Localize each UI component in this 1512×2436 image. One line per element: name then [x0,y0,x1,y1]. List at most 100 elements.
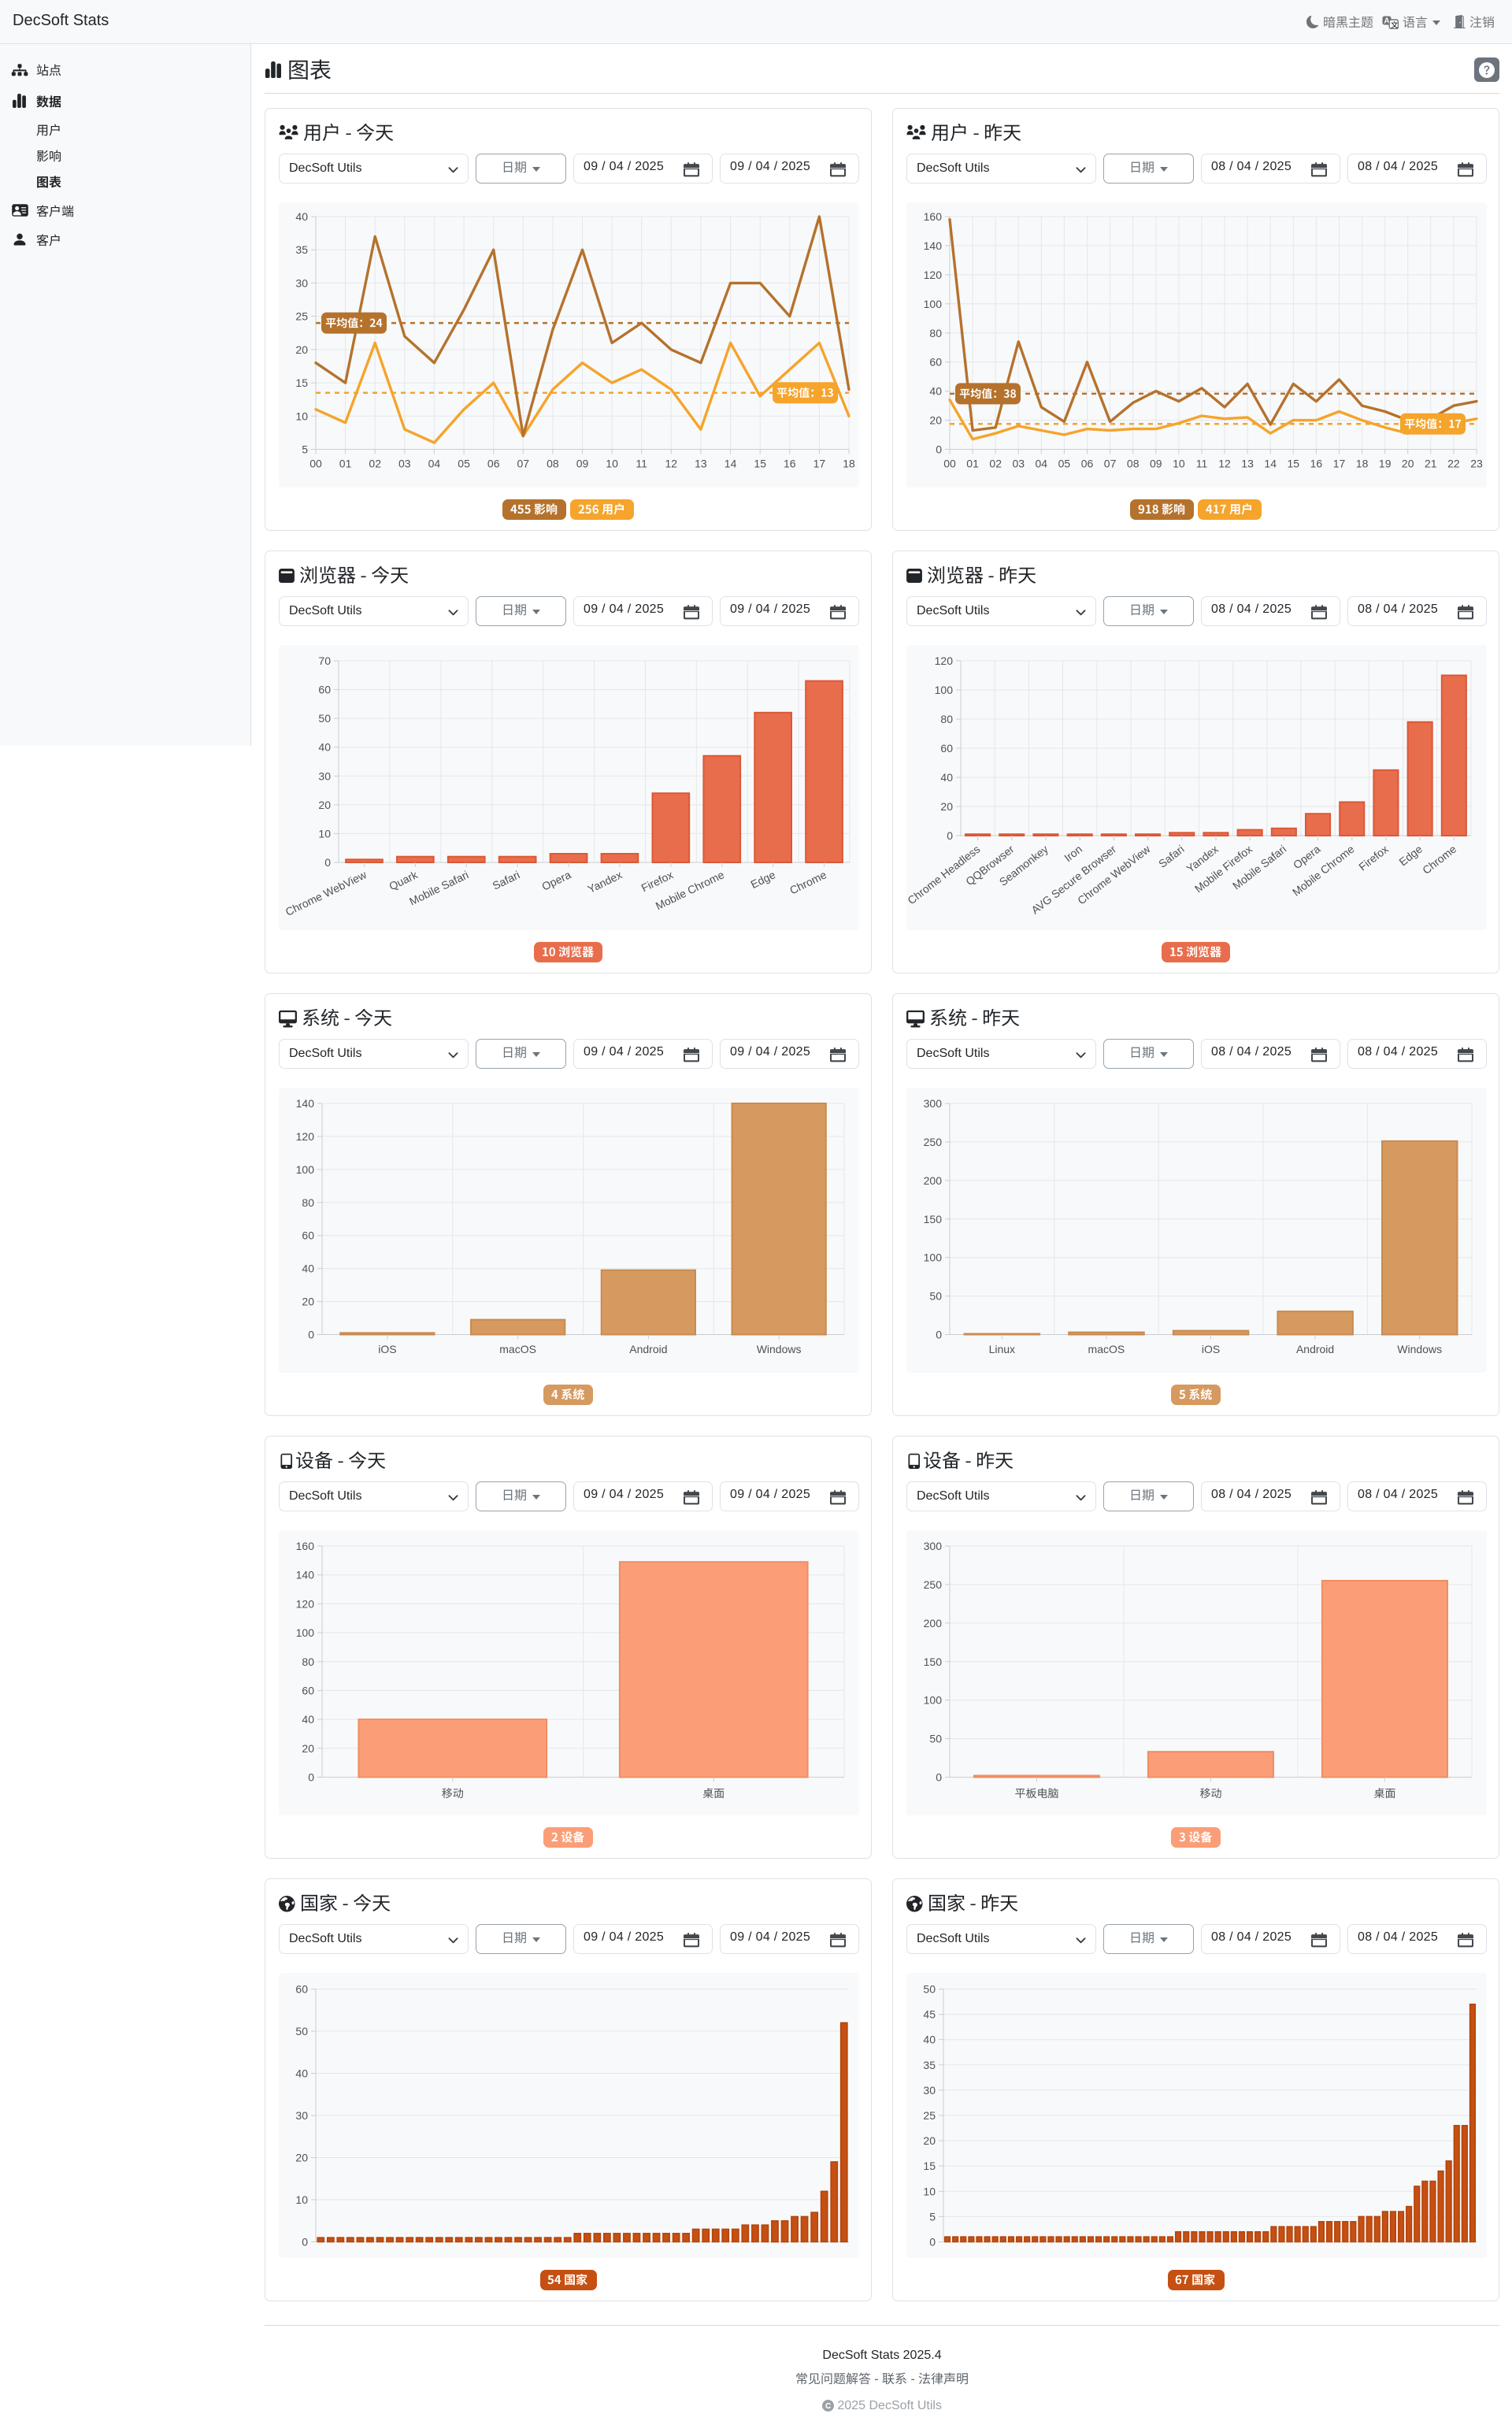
svg-text:20: 20 [923,2134,936,2147]
svg-text:Safari: Safari [1156,843,1187,870]
svg-text:40: 40 [318,741,331,754]
svg-text:09: 09 [1150,458,1162,470]
svg-text:40: 40 [923,2034,936,2046]
svg-text:Linux: Linux [989,1343,1015,1355]
svg-text:20: 20 [1402,458,1414,470]
svg-text:60: 60 [929,356,942,369]
svg-text:300: 300 [924,1540,943,1552]
svg-text:13: 13 [695,458,707,470]
svg-text:120: 120 [296,1597,315,1610]
svg-text:20: 20 [295,2152,308,2164]
svg-text:Iron: Iron [1062,843,1084,864]
svg-text:30: 30 [295,2109,308,2122]
svg-text:12: 12 [1218,458,1231,470]
svg-text:15: 15 [754,458,766,470]
svg-text:Safari: Safari [491,868,522,892]
svg-text:80: 80 [929,327,942,339]
svg-text:25: 25 [295,310,308,323]
svg-text:100: 100 [924,1694,943,1707]
svg-text:0: 0 [324,856,331,869]
svg-text:05: 05 [1058,458,1071,470]
svg-text:5: 5 [302,443,308,456]
svg-text:160: 160 [924,210,943,223]
svg-text:04: 04 [428,458,441,470]
svg-text:10: 10 [606,458,618,470]
svg-text:10: 10 [295,410,308,422]
svg-text:60: 60 [302,1229,314,1242]
svg-text:16: 16 [784,458,796,470]
svg-text:20: 20 [302,1742,314,1755]
svg-text:Mobile Chrome: Mobile Chrome [1290,843,1357,899]
svg-text:03: 03 [1013,458,1025,470]
svg-text:02: 02 [369,458,381,470]
svg-text:14: 14 [724,458,737,470]
svg-text:iOS: iOS [1202,1343,1220,1355]
svg-text:14: 14 [1264,458,1277,470]
svg-text:20: 20 [295,343,308,356]
svg-text:160: 160 [296,1540,315,1552]
svg-text:0: 0 [936,1771,942,1784]
svg-text:300: 300 [924,1097,943,1110]
svg-text:50: 50 [929,1733,942,1745]
svg-text:20: 20 [929,414,942,427]
svg-text:120: 120 [935,654,954,667]
svg-text:04: 04 [1036,458,1048,470]
svg-text:60: 60 [940,742,953,755]
svg-text:A: A [1384,17,1389,26]
svg-text:50: 50 [295,2025,308,2037]
svg-text:0: 0 [947,829,953,842]
svg-text:5: 5 [929,2210,936,2223]
svg-text:23: 23 [1470,458,1483,470]
svg-text:0: 0 [308,1329,314,1341]
svg-text:100: 100 [296,1626,315,1639]
svg-text:Edge: Edge [1396,843,1425,869]
svg-text:20: 20 [318,799,331,811]
svg-text:10: 10 [923,2185,936,2197]
svg-text:60: 60 [318,684,331,696]
svg-text:40: 40 [929,385,942,398]
svg-text:17: 17 [1333,458,1346,470]
svg-text:0: 0 [929,2236,936,2249]
svg-text:Chrome WebView: Chrome WebView [284,868,369,918]
svg-text:12: 12 [665,458,678,470]
svg-text:120: 120 [296,1130,315,1143]
svg-text:21: 21 [1425,458,1437,470]
svg-text:01: 01 [339,458,352,470]
svg-text:250: 250 [924,1136,943,1148]
svg-text:30: 30 [295,276,308,289]
svg-text:40: 40 [295,2067,308,2080]
svg-text:35: 35 [923,2059,936,2071]
svg-text:40: 40 [295,210,308,223]
svg-text:08: 08 [547,458,559,470]
svg-text:50: 50 [318,712,331,725]
svg-text:40: 40 [302,1262,314,1275]
svg-text:00: 00 [309,458,322,470]
svg-text:150: 150 [924,1656,943,1668]
svg-text:15: 15 [923,2160,936,2172]
svg-text:11: 11 [1196,458,1208,470]
svg-text:200: 200 [924,1174,943,1187]
svg-text:01: 01 [966,458,979,470]
svg-text:15: 15 [1288,458,1300,470]
svg-text:100: 100 [924,298,943,310]
svg-text:07: 07 [517,458,530,470]
svg-text:Edge: Edge [749,868,778,891]
svg-text:18: 18 [843,458,855,470]
svg-text:iOS: iOS [378,1343,396,1355]
svg-text:10: 10 [318,827,331,840]
svg-text:80: 80 [302,1656,314,1668]
svg-text:70: 70 [318,654,331,667]
svg-text:05: 05 [458,458,470,470]
svg-text:03: 03 [398,458,411,470]
svg-text:80: 80 [302,1196,314,1209]
svg-text:250: 250 [924,1578,943,1591]
svg-text:18: 18 [1356,458,1369,470]
svg-text:Quark: Quark [387,868,420,893]
svg-text:45: 45 [923,2008,936,2021]
svg-text:60: 60 [295,1983,308,1996]
svg-text:10: 10 [1173,458,1185,470]
svg-text:08: 08 [1127,458,1140,470]
svg-text:0: 0 [936,443,942,456]
svg-text:60: 60 [302,1684,314,1696]
svg-text:Windows: Windows [757,1343,802,1355]
